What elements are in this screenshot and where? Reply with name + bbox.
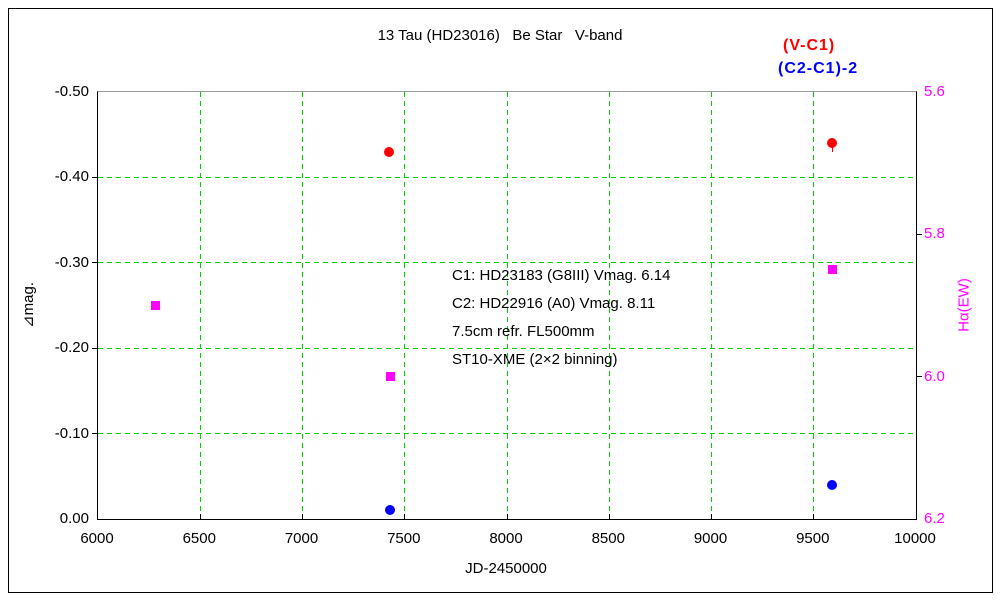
chart-title: 13 Tau (HD23016) Be Star V-band xyxy=(377,27,623,44)
y-left-axis-tick xyxy=(92,262,97,264)
chart-border xyxy=(8,8,993,593)
annotation-line-2: C2: HD22916 (A0) Vmag. 8.11 xyxy=(452,295,656,312)
y-left-tick-label: 0.00 xyxy=(59,510,89,527)
y-left-axis-tick xyxy=(92,176,97,178)
x-tick-label: 6500 xyxy=(182,530,216,547)
annotation: C1: HD23183 (G8III) Vmag. 6.14 C2: HD229… xyxy=(452,262,670,374)
gridline-horizontal xyxy=(98,262,916,264)
y-left-tick-label: -0.10 xyxy=(54,424,89,442)
plot-area xyxy=(92,91,922,520)
gridline-vertical xyxy=(608,92,610,519)
gridline-horizontal xyxy=(98,176,916,178)
y-left-tick-label: -0.30 xyxy=(54,253,89,271)
y-left-tick-label: -0.20 xyxy=(54,339,89,357)
y-right-tick-label: 5.8 xyxy=(924,225,945,243)
data-point-halpha-ew xyxy=(827,265,837,275)
annotation-line-3: 7.5cm refr. FL500mm xyxy=(452,323,595,340)
annotation-line-1: C1: HD23183 (G8III) Vmag. 6.14 xyxy=(452,267,671,284)
y-axis-label-left: ⊿mag. xyxy=(20,282,37,328)
legend-item-v-c1: (V-C1) xyxy=(783,37,836,54)
y-left-tick-label: -0.40 xyxy=(54,168,89,186)
y-right-axis-tick xyxy=(917,233,922,235)
y-axis-label-right: Hα(EW) xyxy=(955,278,973,332)
x-axis-tick xyxy=(404,514,406,519)
gridline-vertical xyxy=(813,92,815,519)
x-tick-label: 7000 xyxy=(284,530,319,547)
data-point-halpha-ew xyxy=(150,301,160,310)
y-left-axis-tick xyxy=(92,433,97,435)
x-tick-label: 7500 xyxy=(387,530,421,547)
x-axis-title: JD-2450000 xyxy=(465,560,547,577)
data-point-v-c1 xyxy=(827,138,838,149)
gridline-vertical xyxy=(302,92,303,519)
legend-item-c2-c1-2: (C2-C1)-2 xyxy=(778,60,859,77)
x-axis-tick xyxy=(813,514,815,519)
x-axis-tick xyxy=(506,514,508,519)
gridline-vertical xyxy=(404,92,406,519)
x-tick-label: 9000 xyxy=(693,530,728,547)
gridline-vertical xyxy=(199,92,201,519)
x-axis-tick xyxy=(608,514,610,519)
annotation-line-4: ST10-XME (2×2 binning) xyxy=(452,351,618,368)
x-tick-label: 8000 xyxy=(489,530,523,547)
y-left-axis-tick xyxy=(92,347,97,349)
x-tick-label: 9500 xyxy=(796,530,830,547)
y-right-tick-label: 6.0 xyxy=(924,367,945,385)
gridline-vertical xyxy=(506,92,508,519)
gridline-vertical xyxy=(711,92,712,519)
x-tick-label: 8500 xyxy=(591,530,625,547)
gridline-horizontal xyxy=(98,433,916,435)
x-axis-tick xyxy=(711,514,712,519)
x-axis-tick xyxy=(199,514,201,519)
data-point-v-c1 xyxy=(384,146,394,157)
gridline-horizontal xyxy=(98,347,916,349)
y-right-tick-label: 6.2 xyxy=(924,510,945,527)
y-right-axis-tick xyxy=(917,376,922,378)
data-point-halpha-ew xyxy=(385,372,395,382)
x-axis-tick xyxy=(302,514,303,519)
x-tick-label: 6000 xyxy=(80,530,114,547)
data-point-c2-c1-2 xyxy=(385,505,396,516)
y-left-tick-label: -0.50 xyxy=(54,83,89,100)
data-point-c2-c1-2 xyxy=(827,479,838,490)
x-tick-label: 10000 xyxy=(894,530,936,547)
y-right-tick-label: 5.6 xyxy=(924,83,945,100)
